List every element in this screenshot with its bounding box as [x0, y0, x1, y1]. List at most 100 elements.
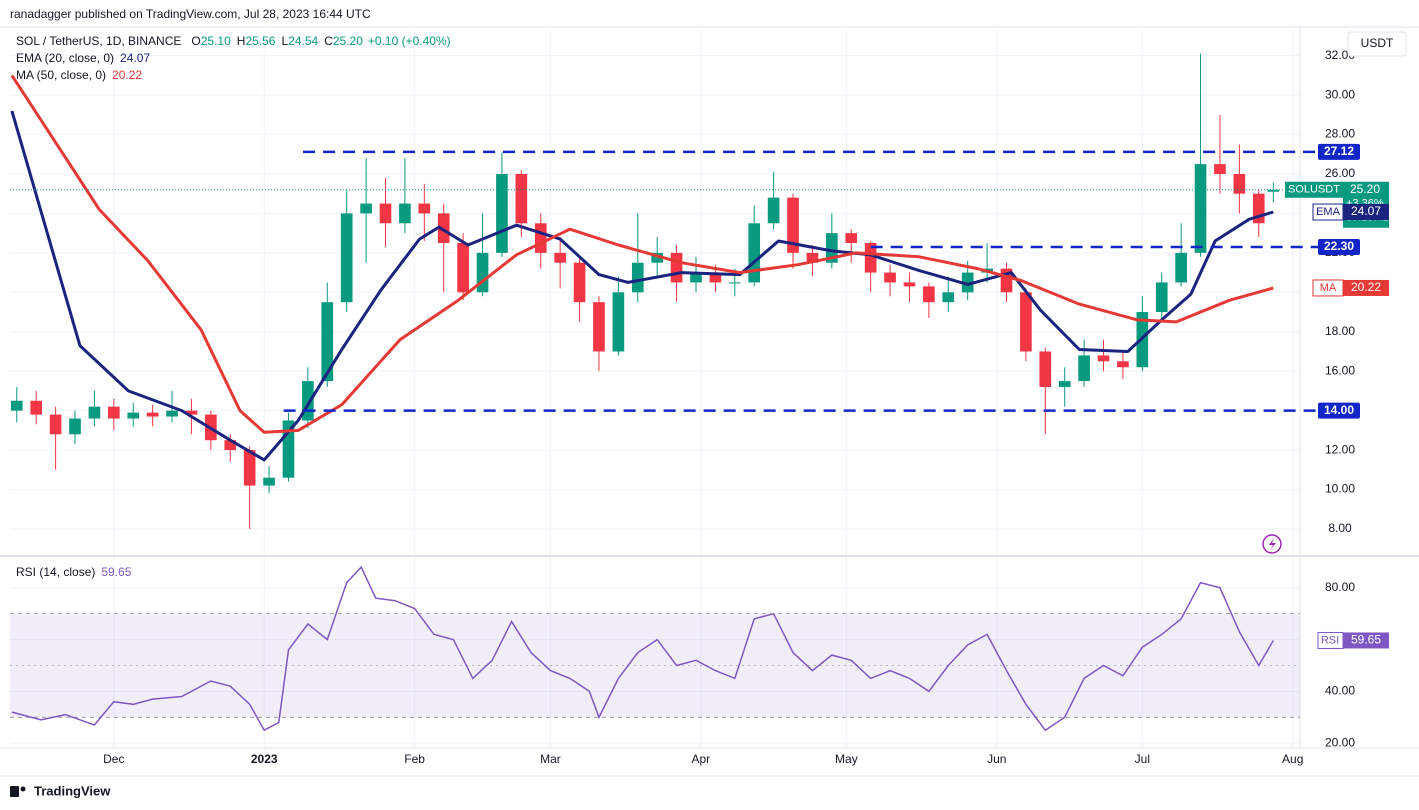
candle-body	[515, 173, 528, 224]
candle-body	[360, 203, 372, 214]
legend-part: SOL / TetherUS, 1D, BINANCE	[16, 34, 181, 48]
y-tick-label: 10.00	[1325, 482, 1355, 496]
candle-body	[1039, 351, 1052, 387]
y-tick-label: 8.00	[1328, 521, 1352, 535]
candle-body	[1078, 355, 1090, 382]
candle-body	[670, 252, 683, 283]
candle-body	[1267, 189, 1280, 192]
candle-body	[340, 213, 353, 303]
candle-body	[379, 203, 392, 224]
indicator-name: MA	[1320, 282, 1337, 294]
candle-body	[224, 440, 237, 451]
candle-body	[302, 381, 314, 421]
candle-body	[321, 302, 334, 382]
candle-body	[593, 302, 605, 352]
candle-body	[1214, 164, 1226, 174]
candle-body	[767, 197, 780, 224]
alert-icon	[1262, 534, 1282, 554]
candle-body	[418, 203, 431, 214]
candle-body	[903, 282, 916, 287]
y-tick-label: 26.00	[1325, 166, 1355, 180]
indicator-value: 24.07	[1351, 204, 1381, 218]
candle-body	[10, 400, 23, 411]
legend-part: 24.54	[288, 34, 318, 48]
level-label-box	[1318, 238, 1360, 255]
level-label-box	[1318, 143, 1360, 160]
candle-body	[651, 252, 664, 263]
candle-body	[263, 477, 275, 486]
candle-body	[1097, 355, 1110, 362]
x-tick-label: May	[835, 752, 858, 766]
candle-body	[631, 262, 644, 293]
x-tick-label: 2023	[251, 752, 278, 766]
legend-part: RSI (14, close)	[16, 565, 95, 579]
x-tick-label: Dec	[103, 752, 124, 766]
y-tick-label: 40.00	[1325, 684, 1355, 698]
legend-part: H	[237, 34, 246, 48]
y-tick-label: 30.00	[1325, 87, 1355, 101]
candle-body	[942, 292, 955, 303]
indicator-value-box	[1343, 204, 1389, 221]
x-tick-label: Feb	[404, 752, 425, 766]
y-tick-label: 16.00	[1325, 363, 1355, 377]
candle-body	[146, 412, 159, 417]
candle-body	[690, 272, 702, 283]
level-label: 22.30	[1324, 239, 1354, 253]
brand: TradingView	[34, 783, 111, 798]
candle-body	[554, 252, 566, 263]
candle-body	[1252, 193, 1265, 224]
legend-part: 25.56	[245, 34, 275, 48]
indicator-legend: EMA (20, close, 0) 24.07	[16, 51, 150, 65]
candle-body	[166, 410, 178, 417]
y-tick-label: 28.00	[1325, 127, 1355, 141]
candle-body	[437, 213, 450, 243]
indicator-value: 59.65	[1351, 633, 1381, 647]
legend-part: EMA (20, close, 0)	[16, 51, 114, 65]
legend-part: L	[281, 34, 288, 48]
candle-body	[399, 203, 411, 224]
candle-body	[961, 272, 974, 293]
logo-mark	[10, 786, 19, 797]
indicator-value-box	[1343, 279, 1389, 296]
legend-part: 24.07	[120, 51, 150, 65]
legend-part: +0.10 (+0.40%)	[368, 34, 451, 48]
indicator-line	[10, 110, 1274, 462]
rsi-legend: RSI (14, close) 59.65	[16, 565, 132, 579]
indicator-line	[10, 74, 1274, 434]
candle-body	[185, 410, 198, 415]
currency: USDT	[1361, 36, 1394, 50]
x-tick-label: Mar	[540, 752, 561, 766]
last-price-name-box	[1285, 181, 1343, 198]
y-tick-label: 18.00	[1325, 324, 1355, 338]
candle-body	[612, 292, 625, 352]
candle-body	[787, 197, 799, 253]
y-tick-label: 12.00	[1325, 442, 1355, 456]
candle-body	[1155, 282, 1168, 313]
candle-body	[69, 418, 81, 435]
level-label: 14.00	[1324, 403, 1354, 417]
candle-body	[1058, 381, 1071, 387]
indicator-name: EMA	[1316, 206, 1341, 218]
candle-body	[534, 223, 547, 253]
candle-body	[884, 272, 896, 283]
candle-body	[30, 400, 43, 415]
candle-body	[49, 414, 62, 435]
candle-body	[923, 286, 935, 303]
candle-body	[728, 282, 741, 284]
legend-part: 25.20	[333, 34, 363, 48]
level-label: 27.12	[1324, 144, 1354, 158]
candle-body	[88, 406, 101, 419]
byline: ranadagger published on TradingView.com,…	[10, 7, 371, 21]
candle-body	[127, 412, 140, 419]
indicator-name: RSI	[1321, 634, 1339, 646]
last-price: 25.20	[1350, 182, 1380, 196]
candle-body	[243, 450, 256, 486]
x-tick-label: Jul	[1135, 752, 1150, 766]
indicator-value: 20.22	[1351, 280, 1381, 294]
y-tick-label: 80.00	[1325, 580, 1355, 594]
currency-box	[1347, 31, 1407, 57]
legend-part: 59.65	[101, 565, 131, 579]
x-tick-label: Apr	[692, 752, 711, 766]
legend-part: 20.22	[112, 68, 142, 82]
